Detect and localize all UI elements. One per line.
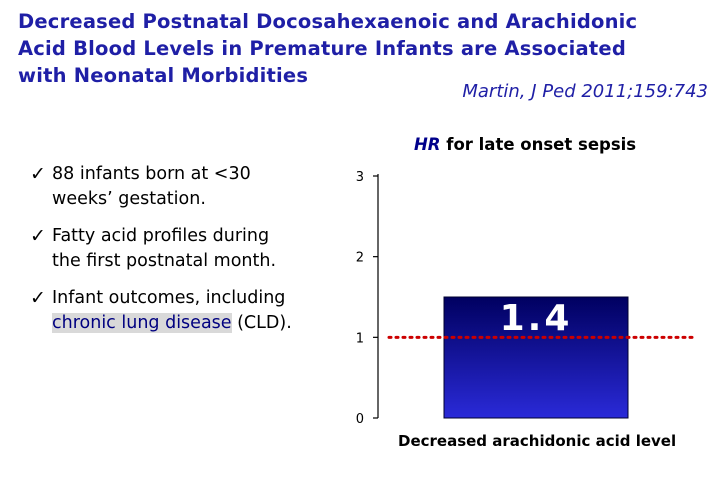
citation: Martin, J Ped 2011;159:743 bbox=[462, 81, 708, 102]
y-tick-label: 0 bbox=[356, 412, 364, 427]
bullet-text-after: (CLD). bbox=[231, 313, 292, 333]
y-tick-label: 1 bbox=[356, 331, 364, 346]
bullet-text-before: Infant outcomes, including bbox=[52, 288, 286, 308]
bar bbox=[443, 296, 629, 419]
title-line-3: with Neonatal Morbidities bbox=[18, 64, 309, 87]
chart-title: HR for late onset sepsis bbox=[414, 135, 636, 154]
bullet-list: ✓ 88 infants born at <30 weeks’ gestatio… bbox=[30, 162, 300, 348]
bullet-item: ✓ Infant outcomes, including chronic lun… bbox=[30, 286, 300, 336]
y-tick-label: 3 bbox=[356, 170, 364, 185]
check-icon: ✓ bbox=[30, 163, 46, 185]
chart-title-hr: HR bbox=[414, 135, 441, 154]
chart-title-text: for late onset sepsis bbox=[440, 135, 637, 154]
slide-title: Decreased Postnatal Docosahexaenoic and … bbox=[18, 8, 708, 102]
check-icon: ✓ bbox=[30, 287, 46, 309]
check-icon: ✓ bbox=[30, 225, 46, 247]
x-category-label: Decreased arachidonic acid level bbox=[398, 432, 676, 450]
bullet-item: ✓ Fatty acid profiles during the first p… bbox=[30, 224, 300, 274]
y-tick-label: 2 bbox=[356, 251, 364, 266]
bar-data-label: 1.4 bbox=[500, 298, 573, 339]
title-line-2: Acid Blood Levels in Premature Infants a… bbox=[18, 37, 627, 60]
bullet-item: ✓ 88 infants born at <30 weeks’ gestatio… bbox=[30, 162, 300, 212]
title-line-1: Decreased Postnatal Docosahexaenoic and … bbox=[18, 10, 638, 33]
highlighted-term: chronic lung disease bbox=[52, 313, 232, 333]
bullet-text: 88 infants born at <30 weeks’ gestation. bbox=[52, 164, 251, 209]
bullet-text: Fatty acid profiles during the first pos… bbox=[52, 226, 277, 271]
